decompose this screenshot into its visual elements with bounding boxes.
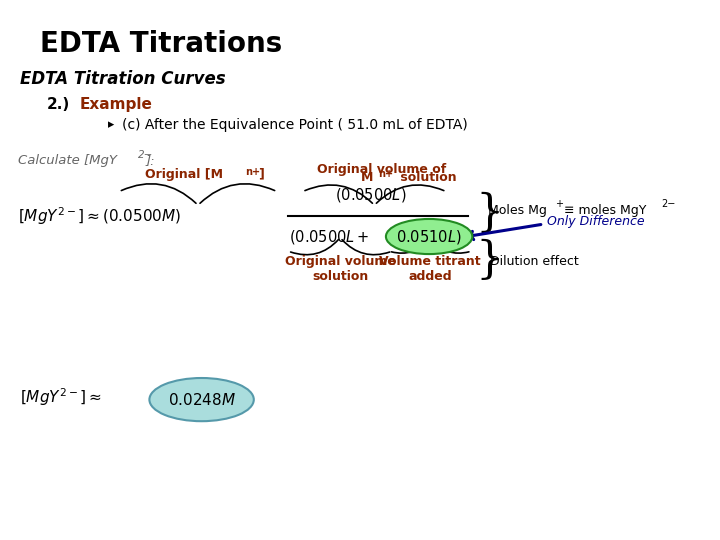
Text: ▸: ▸ xyxy=(108,118,114,131)
Text: Volume titrant: Volume titrant xyxy=(379,255,481,268)
Text: solution: solution xyxy=(312,270,369,283)
Text: +: + xyxy=(555,199,563,209)
Text: 2−: 2− xyxy=(138,150,153,160)
Text: }: } xyxy=(475,239,503,282)
Text: $[MgY^{2-}] \approx (0.0500M)$: $[MgY^{2-}] \approx (0.0500M)$ xyxy=(18,205,181,227)
Text: n+: n+ xyxy=(378,169,394,179)
Text: ≡ moles MgY: ≡ moles MgY xyxy=(560,204,647,217)
Text: EDTA Titration Curves: EDTA Titration Curves xyxy=(20,70,226,88)
Text: Moles Mg: Moles Mg xyxy=(488,204,547,217)
Text: (c) After the Equivalence Point ( 51.0 mL of EDTA): (c) After the Equivalence Point ( 51.0 m… xyxy=(122,118,468,132)
Text: $[MgY^{2-}] \approx$: $[MgY^{2-}] \approx$ xyxy=(20,386,102,408)
Text: $0.0510L)$: $0.0510L)$ xyxy=(396,227,462,246)
Text: ]: ] xyxy=(258,168,264,181)
Text: 2.): 2.) xyxy=(47,97,70,112)
Text: Example: Example xyxy=(79,97,152,112)
Ellipse shape xyxy=(386,219,472,254)
Text: Original volume of: Original volume of xyxy=(317,163,446,176)
Text: EDTA Titrations: EDTA Titrations xyxy=(40,30,282,58)
Text: Only Difference: Only Difference xyxy=(547,215,645,228)
Text: ]:: ]: xyxy=(145,154,155,167)
Text: Dilution effect: Dilution effect xyxy=(490,255,578,268)
Text: Original volume: Original volume xyxy=(285,255,395,268)
Text: n+: n+ xyxy=(245,167,260,177)
Text: Original [M: Original [M xyxy=(145,168,222,181)
Text: Calculate [MgY: Calculate [MgY xyxy=(18,154,117,167)
Text: $(0.0500L)$: $(0.0500L)$ xyxy=(335,186,407,205)
Ellipse shape xyxy=(150,378,254,421)
Text: $0.0248M$: $0.0248M$ xyxy=(168,392,235,408)
Text: solution: solution xyxy=(396,171,456,184)
Text: 2−: 2− xyxy=(661,199,675,209)
Text: }: } xyxy=(475,192,503,235)
Text: added: added xyxy=(408,270,452,283)
Text: M: M xyxy=(361,171,374,184)
Text: $(0.0500L +$: $(0.0500L +$ xyxy=(289,227,370,246)
